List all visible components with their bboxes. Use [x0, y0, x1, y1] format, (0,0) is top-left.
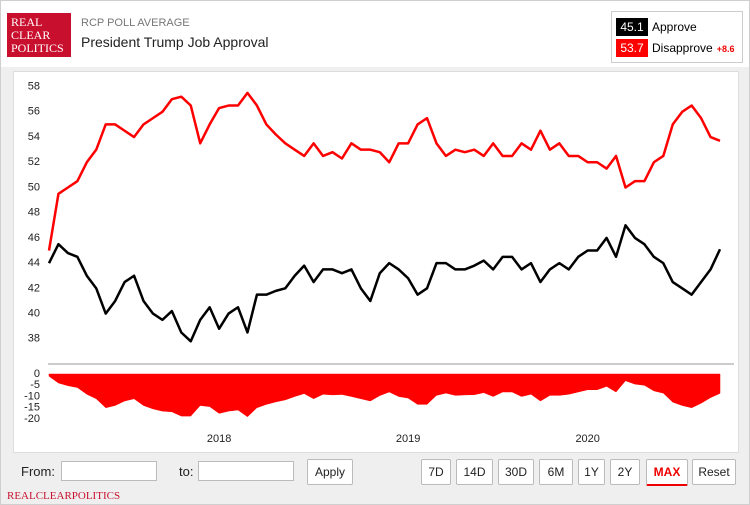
legend-label: Disapprove: [652, 41, 713, 55]
y-tick-label: 54: [28, 131, 40, 143]
y-tick-label: 42: [28, 282, 40, 294]
logo-line: POLITICS: [11, 41, 64, 55]
x-tick-label: 2018: [207, 433, 231, 445]
to-input[interactable]: [198, 461, 294, 481]
x-tick-label: 2020: [575, 433, 599, 445]
y2-tick-label: -10: [24, 390, 40, 402]
range-button[interactable]: 1Y: [578, 459, 605, 485]
header: REAL CLEAR POLITICS RCP POLL AVERAGE Pre…: [1, 1, 749, 67]
y-tick-label: 58: [28, 81, 40, 93]
apply-button[interactable]: Apply: [307, 459, 353, 485]
y2-tick-label: 0: [34, 368, 40, 380]
y-tick-label: 38: [28, 333, 40, 345]
legend-value: 53.7: [616, 39, 648, 57]
range-button[interactable]: Reset: [692, 459, 736, 485]
y2-tick-label: -15: [24, 402, 40, 414]
x-tick-label: 2019: [396, 433, 420, 445]
y-tick-label: 48: [28, 207, 40, 219]
range-button[interactable]: 6M: [539, 459, 573, 485]
from-input[interactable]: [61, 461, 157, 481]
footer: REALCLEARPOLITICS: [7, 490, 121, 502]
legend-label: Approve: [652, 20, 697, 34]
controls: From: to: Apply 7D 14D 30D 6M 1Y 2Y MAX Reset: [1, 456, 749, 488]
range-button[interactable]: 14D: [456, 459, 493, 485]
range-button[interactable]: 7D: [421, 459, 451, 485]
logo-line: REAL: [11, 15, 43, 29]
legend: 45.1 Approve 53.7 Disapprove +8.6: [611, 11, 743, 63]
subtitle: RCP POLL AVERAGE: [81, 17, 190, 29]
y-tick-label: 46: [28, 232, 40, 244]
logo[interactable]: REAL CLEAR POLITICS: [7, 13, 71, 57]
spread-label: +8.6: [716, 44, 735, 54]
y2-tick-label: -5: [30, 379, 40, 391]
logo-line: CLEAR: [11, 28, 51, 42]
legend-entry: 45.1 Approve: [616, 18, 697, 36]
y-tick-label: 44: [28, 257, 40, 269]
y2-tick-label: -20: [24, 413, 40, 425]
range-button[interactable]: 30D: [498, 459, 534, 485]
line-disapprove: [47, 91, 721, 251]
y-tick-label: 52: [28, 156, 40, 168]
range-button[interactable]: 2Y: [610, 459, 640, 485]
y-tick-label: 56: [28, 106, 40, 118]
y-tick-label: 40: [28, 307, 40, 319]
legend-value: 45.1: [616, 18, 648, 36]
y-tick-label: 50: [28, 181, 40, 193]
range-button[interactable]: MAX: [646, 459, 688, 486]
line-approve: [47, 224, 722, 343]
plot-area: 38 40 42 44 46 48 50 52 54 56 58 0 -5 -10 -15 -20 2018 20…: [13, 71, 739, 453]
spread-area: [48, 373, 721, 418]
legend-entry: 53.7 Disapprove +8.6: [616, 39, 734, 57]
from-label: From:: [21, 464, 55, 479]
title: President Trump Job Approval: [81, 34, 269, 50]
chart: 38 40 42 44 46 48 50 52 54 56 58 0-5-10-15-20 2018 20…: [24, 81, 734, 445]
to-label: to:: [179, 464, 194, 479]
